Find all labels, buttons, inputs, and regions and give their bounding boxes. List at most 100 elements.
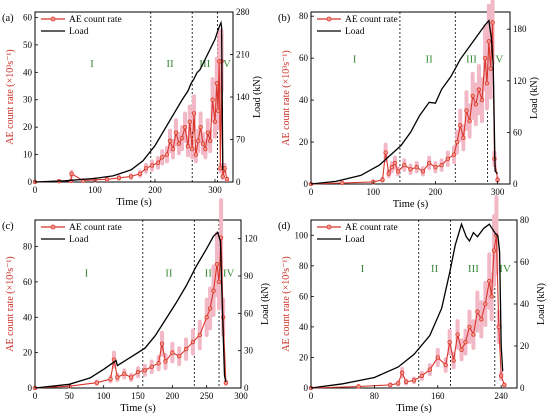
ae-point <box>69 171 74 176</box>
legend-ae-label: AE count rate <box>345 223 398 233</box>
ae-point <box>482 55 488 61</box>
ae-point <box>502 382 507 388</box>
ae-point <box>122 371 127 377</box>
y-left-tick-label: 40 <box>299 322 309 332</box>
ae-point <box>212 119 218 124</box>
stage-label: III <box>468 263 479 275</box>
y-right-tick-label: 0 <box>236 177 241 187</box>
x-tick-label: 200 <box>148 185 162 195</box>
y-right-tick-label: 0 <box>513 179 518 189</box>
ae-point <box>204 315 209 320</box>
stage-label: III <box>466 53 477 65</box>
stage-label: II <box>431 263 439 275</box>
ae-point <box>214 81 219 86</box>
y-right-tick-label: 0 <box>520 383 525 393</box>
ae-point <box>211 288 216 293</box>
ae-point <box>207 138 213 144</box>
ae-point <box>135 369 141 375</box>
ae-point <box>471 332 476 337</box>
ae-point <box>128 174 134 179</box>
ae-point <box>170 146 176 152</box>
y-right-tick-label: 80 <box>520 215 530 225</box>
x-tick-label: 0 <box>309 391 314 401</box>
ae-band <box>33 29 229 184</box>
ae-point <box>447 339 452 345</box>
ae-point <box>190 339 196 345</box>
stage-label: I <box>361 263 365 275</box>
ae-series-line <box>34 237 227 389</box>
y-right-axis-label: Load (kN) <box>529 77 540 119</box>
x-tick-label: 200 <box>166 391 180 401</box>
ae-point <box>220 174 225 179</box>
ae-point <box>189 146 195 152</box>
ae-point <box>137 171 143 176</box>
legend-load-label: Load <box>69 27 89 37</box>
load-series-line <box>34 20 224 183</box>
x-tick-label: 0 <box>33 391 38 401</box>
ae-point <box>383 150 388 155</box>
panel-label: (b) <box>278 13 291 24</box>
legend-ae-marker <box>50 224 56 230</box>
y-left-axis-label: AE count rate (×10³s⁻¹) <box>5 256 16 352</box>
y-left-tick-label: 0 <box>304 383 309 393</box>
y-right-tick-label: 20 <box>520 341 530 351</box>
y-left-tick-label: 20 <box>23 122 33 132</box>
x-tick-label: 160 <box>431 391 445 401</box>
x-tick-label: 250 <box>200 391 214 401</box>
x-tick-label: 100 <box>366 187 380 197</box>
y-left-axis-label: AE count rate (×10³s⁻¹) <box>281 256 292 352</box>
legend-load-label: Load <box>69 235 89 245</box>
ae-point <box>388 382 393 388</box>
ae-point <box>411 378 417 383</box>
legend-ae-marker <box>326 224 332 230</box>
y-right-tick-label: 0 <box>244 383 249 393</box>
ae-point <box>459 347 464 353</box>
ae-point <box>104 177 110 182</box>
y-left-tick-label: 60 <box>299 291 309 301</box>
ae-point <box>473 102 478 107</box>
ae-point <box>491 248 497 253</box>
ae-point <box>427 367 433 372</box>
y-left-tick-label: 80 <box>299 11 309 21</box>
load-series-line <box>34 231 227 389</box>
ae-point <box>488 66 493 71</box>
ae-point <box>498 373 504 378</box>
legend-load-label: Load <box>345 27 365 37</box>
ae-point <box>463 339 468 345</box>
ae-point <box>451 358 456 363</box>
y-left-tick-label: 60 <box>23 277 33 287</box>
ae-point <box>386 171 391 176</box>
ae-point <box>479 317 484 322</box>
ae-point <box>176 141 182 146</box>
x-tick-label: 150 <box>131 391 145 401</box>
stage-label: II <box>425 53 433 65</box>
stage-label: III <box>205 268 216 280</box>
y-left-tick-label: 20 <box>299 137 309 147</box>
stage-label: IV <box>492 53 504 65</box>
ae-point <box>149 364 154 369</box>
ae-point <box>210 97 215 102</box>
ae-point <box>467 324 472 330</box>
y-left-tick-label: 40 <box>299 95 309 105</box>
ae-point <box>475 309 480 314</box>
y-right-tick-label: 280 <box>236 7 250 17</box>
panel-label: (d) <box>278 221 291 232</box>
ae-point <box>191 111 197 116</box>
ae-point <box>143 166 149 171</box>
y-right-tick-label: 90 <box>244 271 254 281</box>
load-series-line <box>310 222 504 389</box>
panel-3: I II III IV0 50 100 150 200 250 30002040608003060… <box>2 198 271 414</box>
ae-point <box>94 380 99 385</box>
y-left-tick-label: 50 <box>23 40 33 50</box>
y-right-tick-label: 60 <box>520 257 530 267</box>
y-right-tick-label: 60 <box>244 308 254 318</box>
x-tick-label: 200 <box>429 187 443 197</box>
stage-label: IV <box>223 268 235 280</box>
ae-point <box>420 169 426 174</box>
x-axis-label: Time (s) <box>393 199 429 210</box>
y-right-axis-label: Load (kN) <box>252 76 263 118</box>
y-right-tick-label: 70 <box>236 135 246 145</box>
y-left-tick-label: 100 <box>295 230 309 240</box>
ae-series-line <box>310 22 499 185</box>
y-right-axis-label: Load (kN) <box>260 283 271 325</box>
